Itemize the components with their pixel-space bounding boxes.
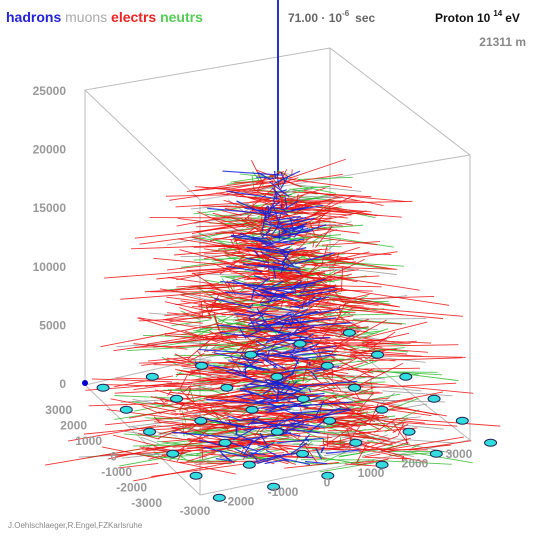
x-tick-label: 3000 bbox=[446, 447, 473, 461]
station bbox=[196, 362, 208, 369]
x-tick-label: -2000 bbox=[224, 495, 255, 509]
x-tick-label: -3000 bbox=[180, 504, 211, 518]
track bbox=[315, 246, 341, 247]
origin-dot bbox=[82, 380, 88, 386]
track bbox=[321, 270, 354, 271]
time-exponent: -6 bbox=[342, 9, 350, 18]
z-tick-label: 25000 bbox=[33, 84, 67, 98]
station bbox=[294, 340, 306, 347]
x-tick-label: 1000 bbox=[358, 466, 385, 480]
altitude: 21311 m bbox=[479, 35, 526, 49]
track bbox=[363, 345, 459, 347]
station bbox=[324, 417, 336, 424]
station bbox=[243, 461, 255, 468]
station bbox=[219, 439, 231, 446]
track bbox=[180, 406, 181, 412]
station bbox=[343, 329, 355, 336]
primary-text: Proton 10 bbox=[435, 11, 491, 25]
station bbox=[349, 384, 361, 391]
station bbox=[430, 450, 442, 457]
time-text: 71.00 · 10 bbox=[288, 11, 342, 25]
track bbox=[276, 193, 277, 200]
x-tick-label: -1000 bbox=[268, 485, 299, 499]
credit: J.Oehlschlaeger,R.Engel,FZKarlsruhe bbox=[8, 521, 143, 530]
track bbox=[353, 319, 426, 320]
time-unit: sec bbox=[355, 11, 375, 25]
z-tick-label: 5000 bbox=[39, 318, 66, 332]
y-tick-label: -3000 bbox=[131, 496, 162, 510]
y-tick-label: 1000 bbox=[75, 434, 102, 448]
primary-unit: eV bbox=[505, 11, 520, 25]
track bbox=[194, 448, 241, 449]
station bbox=[400, 373, 412, 380]
time-label: 71.00 · 10-6 sec bbox=[288, 9, 376, 25]
station bbox=[403, 428, 415, 435]
y-tick-label: 2000 bbox=[60, 419, 87, 433]
legend-muons: muons bbox=[65, 9, 107, 25]
track bbox=[327, 434, 328, 447]
shower-view: hadrons muons electrs neutrs 71.00 · 10-… bbox=[0, 0, 545, 536]
legend-electrs: electrs bbox=[111, 9, 156, 25]
station bbox=[372, 351, 384, 358]
y-tick-label: -2000 bbox=[116, 481, 147, 495]
z-tick-label: 10000 bbox=[33, 260, 67, 274]
track bbox=[319, 309, 322, 312]
legend: hadrons muons electrs neutrs bbox=[6, 9, 203, 25]
station bbox=[350, 439, 362, 446]
station bbox=[221, 384, 233, 391]
track bbox=[120, 292, 218, 299]
station bbox=[167, 450, 179, 457]
station bbox=[376, 406, 388, 413]
station bbox=[246, 406, 258, 413]
station bbox=[456, 417, 468, 424]
station bbox=[171, 395, 183, 402]
station bbox=[195, 417, 207, 424]
legend-hadrons: hadrons bbox=[6, 9, 61, 25]
station bbox=[271, 428, 283, 435]
track bbox=[265, 211, 266, 221]
station bbox=[120, 406, 132, 413]
particle-tracks bbox=[45, 0, 500, 481]
track bbox=[365, 383, 474, 393]
station bbox=[485, 439, 497, 446]
x-tick-label: 0 bbox=[324, 476, 331, 490]
primary-label: Proton 1014eV bbox=[435, 9, 520, 25]
track bbox=[45, 447, 149, 465]
station bbox=[144, 428, 156, 435]
primary-exponent: 14 bbox=[493, 9, 502, 18]
station bbox=[271, 373, 283, 380]
station bbox=[146, 373, 158, 380]
y-tick-label: 0 bbox=[110, 450, 117, 464]
track bbox=[288, 159, 346, 178]
y-tick-label: 3000 bbox=[45, 403, 72, 417]
station bbox=[190, 472, 202, 479]
legend-neutrs: neutrs bbox=[160, 9, 203, 25]
station bbox=[297, 395, 309, 402]
z-tick-label: 20000 bbox=[33, 143, 67, 157]
track bbox=[361, 363, 403, 384]
z-tick-label: 0 bbox=[59, 377, 66, 391]
y-tick-label: -1000 bbox=[101, 465, 132, 479]
track bbox=[371, 383, 457, 387]
station bbox=[428, 395, 440, 402]
track bbox=[334, 277, 419, 290]
track bbox=[204, 253, 226, 254]
track bbox=[396, 418, 500, 426]
station bbox=[245, 351, 257, 358]
track bbox=[364, 322, 427, 338]
x-tick-label: 2000 bbox=[402, 457, 429, 471]
z-tick-label: 15000 bbox=[33, 201, 67, 215]
station bbox=[321, 362, 333, 369]
station bbox=[297, 450, 309, 457]
station bbox=[97, 384, 109, 391]
